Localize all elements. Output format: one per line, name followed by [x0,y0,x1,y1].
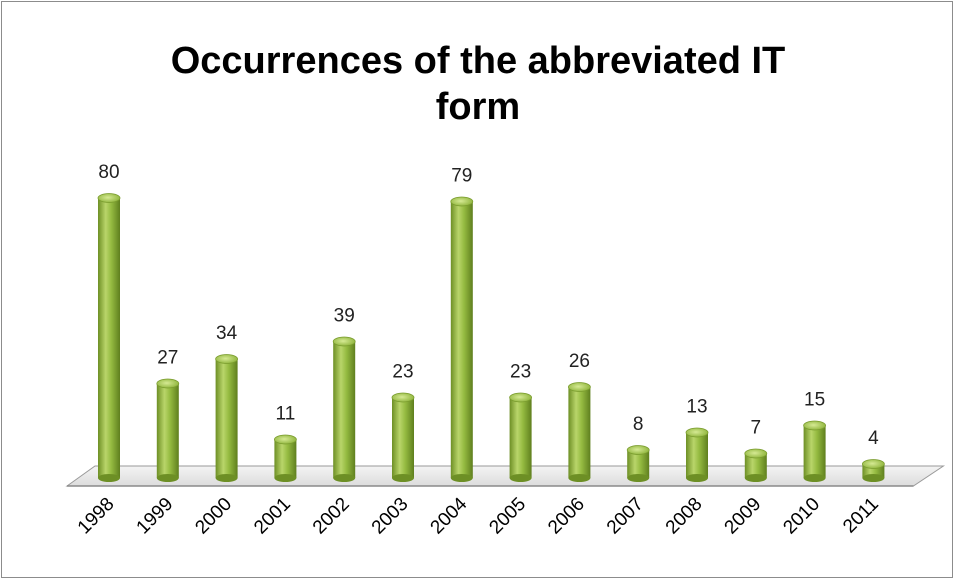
data-label: 80 [98,162,119,183]
data-label: 11 [276,404,296,425]
x-tick-label: 2008 [662,494,707,539]
bar-2010 [803,420,826,482]
bar-2002 [332,336,356,482]
x-tick-label: 2006 [544,494,589,539]
bar-body [509,397,532,478]
bar-2011 [862,459,885,482]
bar-base [509,474,532,482]
bar-cap [391,392,415,403]
bar-body [333,341,356,478]
data-label: 23 [392,362,413,383]
bar-base [215,474,238,482]
bar-cap [862,459,885,469]
bar-body [156,383,179,478]
data-label: 4 [868,428,879,449]
bar-body [98,198,120,478]
bar-body [568,387,591,478]
bar-cap [509,392,532,403]
bar-2008 [685,427,709,482]
x-tick-label: 2010 [779,494,824,539]
x-tick-label: 2011 [839,494,883,538]
data-label: 23 [510,362,531,383]
x-tick-label: 2009 [721,494,766,539]
data-label: 34 [216,323,238,344]
data-label: 8 [633,414,644,435]
data-label: 39 [334,306,355,327]
bar-body [215,359,238,478]
x-tick-label: 2005 [485,494,530,539]
bar-cap [215,354,239,364]
x-tick-label: 2003 [368,494,413,539]
data-label: 13 [686,397,707,418]
bar-1999 [156,378,180,482]
bar-2006 [568,382,591,482]
x-tick-label: 2004 [427,493,472,538]
bar-2003 [391,392,415,482]
bar-body [686,432,708,478]
bar-body [392,397,414,478]
bar-base [156,474,179,482]
bar-base [450,474,473,482]
chart-title-line-1: Occurrences of the abbreviated IT [170,40,786,82]
bar-base [744,474,767,482]
x-tick-label: 2007 [603,494,648,539]
bar-body [450,201,473,478]
bar-base [98,474,120,482]
bar-cap [568,382,591,392]
data-label: 27 [157,348,178,369]
bar-2000 [215,354,239,482]
bar-base [803,474,826,482]
bar-2007 [626,445,650,482]
bar-body [744,453,767,478]
x-tick-label: 1999 [133,494,178,539]
bar-cap [803,420,826,431]
x-tick-label: 2001 [250,494,295,539]
data-label: 26 [569,351,590,372]
bar-cap [156,378,180,389]
bar-2004 [450,196,474,482]
bar-cap [626,445,650,455]
bar-base [862,474,885,482]
bar-base [392,474,414,482]
bar-base [627,474,650,482]
bar-base [568,474,591,482]
bar-base [333,474,356,482]
x-tick-label: 2000 [191,494,236,539]
x-tick-label: 2002 [309,494,354,539]
bar-2005 [509,392,532,482]
bar-body [803,425,826,478]
x-tick-label: 1998 [74,494,119,539]
bar-cap [685,427,709,438]
chart-title-line-2: form [435,86,521,128]
bar-cap [97,193,121,203]
data-label: 15 [804,390,825,411]
data-label: 79 [451,166,472,187]
bar-base [686,474,708,482]
bar-cap [744,448,768,459]
bar-cap [332,336,356,347]
bar-cap [273,434,297,445]
bar-base [274,474,297,482]
bar-body [274,439,297,478]
bar-cap [450,196,474,207]
bar-2001 [273,434,297,482]
bar-1998 [97,193,121,482]
chart-title: Occurrences of the abbreviated IT form [0,38,956,130]
bar-2009 [744,448,768,482]
bar-body [627,450,650,478]
data-label: 7 [751,418,762,439]
